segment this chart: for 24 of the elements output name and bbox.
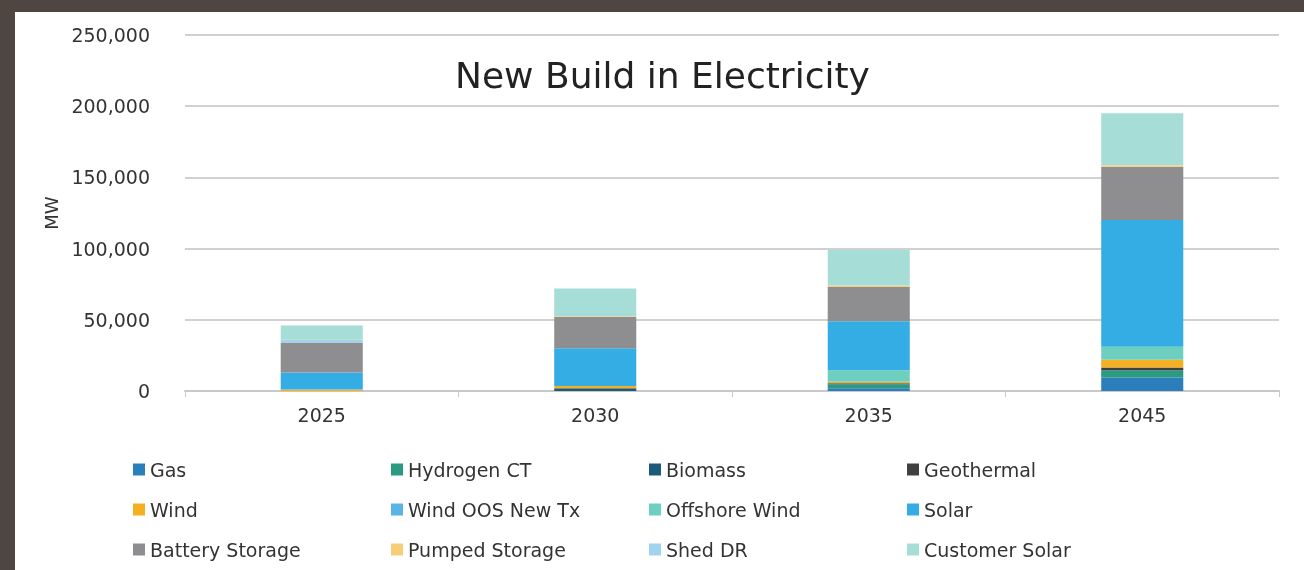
text: New Build in Electricity	[455, 54, 870, 96]
y-tick-label: 100,000	[71, 237, 150, 260]
y-tick-label: 50,000	[83, 308, 150, 331]
x-tick-label: 2035	[844, 403, 893, 426]
legend-label: Wind	[150, 498, 198, 521]
y-tick-label: 150,000	[71, 166, 150, 189]
legend-label: Hydrogen CT	[408, 458, 532, 481]
legend-label: Biomass	[666, 458, 746, 481]
legend-label: Geothermal	[924, 458, 1037, 481]
legend-label: Offshore Wind	[666, 498, 801, 521]
x-tick-label: 2045	[1118, 403, 1167, 426]
legend-label: Gas	[150, 458, 187, 481]
y-tick-label: 250,000	[71, 24, 150, 46]
legend-label: Pumped Storage	[408, 538, 566, 561]
x-tick-label: 2025	[297, 403, 346, 426]
y-axis-title: MW	[40, 196, 62, 230]
legend-label: Wind OOS New Tx	[408, 498, 581, 521]
legend-label: Shed DR	[666, 538, 748, 561]
legend-label: Customer Solar	[924, 538, 1071, 561]
x-tick-label: 2030	[571, 403, 620, 426]
legend-label: Solar	[924, 498, 973, 521]
y-tick-label: 200,000	[71, 95, 150, 118]
legend-label: Battery Storage	[150, 538, 301, 561]
y-tick-label: 0	[137, 380, 150, 402]
